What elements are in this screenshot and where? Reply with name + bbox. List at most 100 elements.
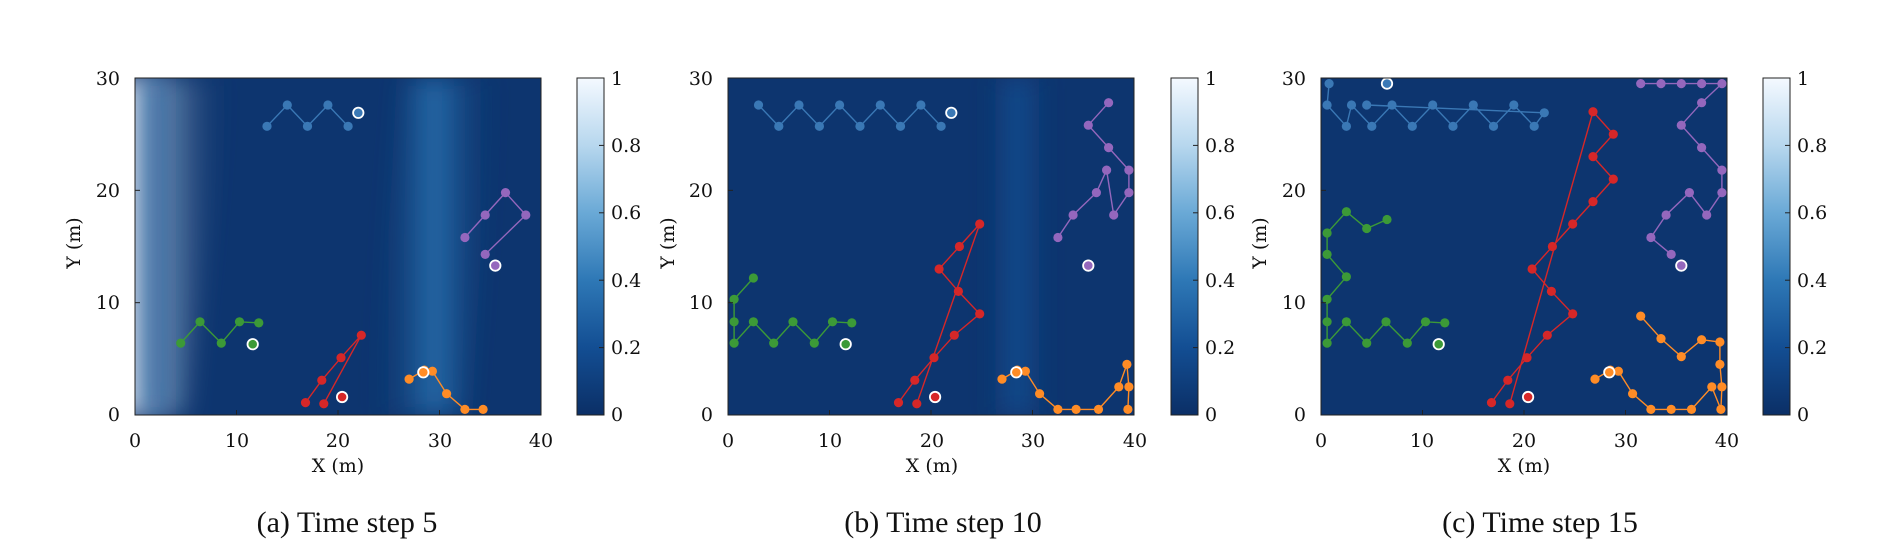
panel-a-series-3 [300, 330, 366, 409]
panel-b-ylabel: Y (m) [657, 217, 679, 269]
panel-a-series-4-point [460, 404, 470, 414]
panel-b-ytick-label-30: 30 [689, 68, 713, 90]
panel-a-colorbar-tick-labels: 0 0.2 0.4 0.6 0.8 1 [611, 68, 641, 426]
panel-a-caption: (a) Time step 5 [257, 506, 438, 539]
panel-b-plot [727, 77, 1199, 416]
panel-c-series-0-point [1367, 121, 1377, 131]
panel-c-series-0-point [1346, 100, 1357, 110]
panel-b-series-1-point [1124, 188, 1134, 198]
panel-b-series-3-point [954, 241, 965, 252]
panel-a-series-4-agent-point [417, 366, 430, 379]
panel-b-series-4-point [1123, 404, 1133, 414]
panel-b-series-0 [753, 100, 958, 131]
panel-b-series-0-point [936, 121, 946, 131]
panel-b-cbar-label-0.8: 0.8 [1205, 135, 1235, 157]
panel-a-xtick-label-20: 20 [326, 430, 350, 452]
panel-c-series-0-point [1468, 100, 1478, 110]
panel-b-series-4-point [1114, 382, 1124, 392]
panel-a-series-0-point [343, 121, 353, 131]
panel-c-series-1-point [1717, 188, 1727, 198]
panel-b-series-4-point [1020, 366, 1030, 376]
panel-b-series-4-point [1122, 359, 1132, 369]
panel-b-series-1 [1053, 98, 1134, 272]
panel-c-series-1-point [1656, 79, 1666, 89]
panel-c-series-1-point [1684, 188, 1694, 198]
panel-c-xtick-labels: 0 10 20 30 40 [1315, 430, 1739, 452]
panel-c-series-1-point [1702, 210, 1712, 220]
panel-c-cbar-label-0.6: 0.6 [1797, 202, 1827, 224]
panel-b-field-bands [986, 78, 1048, 415]
panel-a-series-1 [460, 188, 531, 272]
panel-c-xtick-label-10: 10 [1410, 430, 1434, 452]
panel-a-series-1-point [460, 232, 470, 243]
panel-c-ytick-label-20: 20 [1282, 180, 1306, 202]
panel-a-series-3-point [319, 399, 329, 409]
panel-a-series-3-point [356, 330, 366, 340]
panel-a-series-4-point [404, 374, 414, 384]
panel-a-series-1-point [500, 188, 511, 198]
panel-b-series-4-point [1071, 404, 1081, 414]
panel-a-series-0-point [323, 100, 333, 110]
panel-b-series-2-point [809, 338, 819, 348]
panel-b-series-4-point [1093, 404, 1104, 414]
panel-a-series-2-point [254, 318, 264, 328]
panel-a-ytick-label-0: 0 [108, 404, 120, 426]
panel-b-series-1-path [1057, 102, 1130, 238]
panel-b-xtick-label-30: 30 [1021, 430, 1045, 452]
panel-b-xtick-label-40: 40 [1123, 430, 1147, 452]
panel-c-series-2-point [1362, 223, 1372, 234]
panel-a-series-1-agent-point [489, 259, 502, 272]
panel-b-series-3-point [929, 353, 939, 363]
panel-c-series-2-point [1382, 214, 1392, 225]
panel-c-series-3-point [1608, 129, 1618, 139]
panel-c-series-3-point [1527, 264, 1537, 274]
panel-b-series-2-point [748, 317, 759, 327]
panel-a-series-0-point [262, 121, 272, 131]
plot-layer [134, 77, 1791, 416]
panel-a-series-4-point [442, 389, 452, 399]
panel-a-xtick-label-0: 0 [129, 430, 141, 452]
panel-c-series-0-point [1529, 121, 1539, 131]
panel-c-xtick-label-20: 20 [1512, 430, 1536, 452]
panel-c-series-3-point [1588, 107, 1598, 117]
panel-c-series-3-point [1547, 241, 1557, 252]
panel-c-series-3-point [1588, 197, 1598, 207]
panel-c-cbar-label-0: 0 [1797, 404, 1809, 426]
panel-b-series-1-point [1104, 143, 1114, 153]
panel-b-series-0-point [875, 100, 885, 110]
panel-b-series-0-point [753, 100, 764, 110]
panel-b: (b) Time step 10 X (m) Y (m) 0 10 20 30 … [657, 68, 1235, 539]
panel-c-series-3-point [1568, 219, 1578, 229]
panel-b-series-0-point [835, 100, 845, 110]
panel-a-field-bands [135, 78, 496, 415]
panel-a-series-4-point [427, 366, 437, 376]
panel-b-series-2-point [729, 317, 739, 327]
panel-a-series-2-point [195, 317, 205, 327]
panel-c-ytick-label-30: 30 [1282, 68, 1306, 90]
panel-a-series-4 [404, 365, 488, 414]
panel-b-series-3-point [975, 219, 985, 229]
panel-a-ytick-label-10: 10 [96, 292, 120, 314]
panel-a-cbar-label-0: 0 [611, 404, 623, 426]
panel-c-plot [1320, 77, 1791, 416]
panel-b-ytick-label-20: 20 [689, 180, 713, 202]
panel-a-series-3-point [317, 375, 327, 385]
panel-a-series-2-point [176, 338, 186, 348]
panel-a-series-0-point [282, 100, 292, 110]
panel-a-series-0 [262, 100, 365, 131]
panel-a-series-4-point [478, 404, 488, 414]
panel-b-series-2-point [847, 318, 857, 328]
panel-b-series-0-point [855, 121, 865, 131]
panel-b-series-0-point [774, 121, 784, 131]
panel-b-series-3-point [912, 399, 922, 409]
panel-c-cbar-label-0.8: 0.8 [1797, 135, 1827, 157]
panel-c-series-3-point [1486, 398, 1497, 408]
panel-a-field-band-2 [135, 78, 176, 415]
panel-b-series-3-point [934, 264, 944, 274]
panel-c-series-0-point [1488, 121, 1499, 131]
panel-c-series-0-point [1362, 100, 1372, 110]
panel-c: (c) Time step 15 X (m) Y (m) 0 10 20 30 … [1249, 68, 1827, 539]
panel-a-cbar-label-1: 1 [611, 68, 623, 90]
panel-a-xtick-label-10: 10 [225, 430, 249, 452]
panel-c-series-4 [1590, 311, 1727, 414]
